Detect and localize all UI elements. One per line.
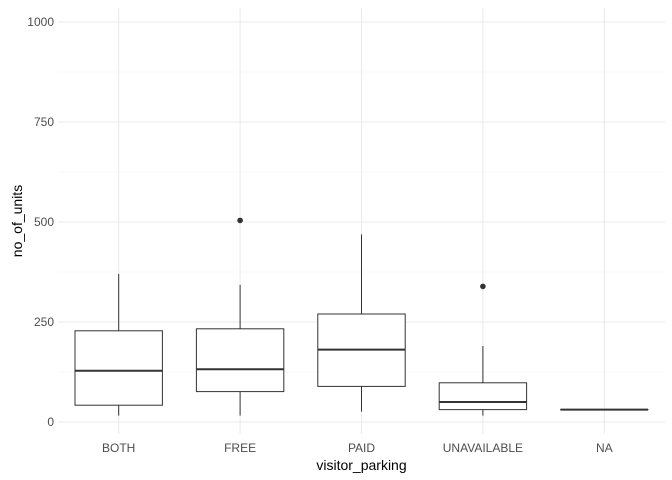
box-unavailable [438, 283, 528, 416]
box-paid [317, 234, 406, 412]
iqr-box [438, 382, 528, 411]
y-axis-title: no_of_units [9, 185, 25, 257]
x-tick-label: BOTH [102, 441, 135, 455]
outlier-point [237, 217, 243, 224]
outlier-point [480, 283, 486, 290]
y-tick-label: 750 [34, 115, 54, 129]
y-tick-label: 250 [34, 315, 54, 329]
box-free [195, 217, 285, 416]
x-tick-label: UNAVAILABLE [443, 441, 523, 455]
box-both [74, 274, 163, 416]
y-axis-ticks: 0 250 500 750 1000 [27, 15, 54, 429]
y-tick-label: 1000 [27, 15, 54, 29]
iqr-box [74, 330, 163, 406]
x-axis-ticks: BOTH FREE PAID UNAVAILABLE NA [102, 441, 613, 455]
iqr-box [195, 328, 285, 393]
x-axis-title: visitor_parking [316, 457, 406, 473]
boxes-layer [74, 217, 649, 416]
x-tick-label: PAID [348, 441, 375, 455]
x-tick-label: FREE [224, 441, 256, 455]
x-tick-label: NA [596, 441, 613, 455]
y-tick-label: 0 [47, 415, 54, 429]
y-tick-label: 500 [34, 215, 54, 229]
